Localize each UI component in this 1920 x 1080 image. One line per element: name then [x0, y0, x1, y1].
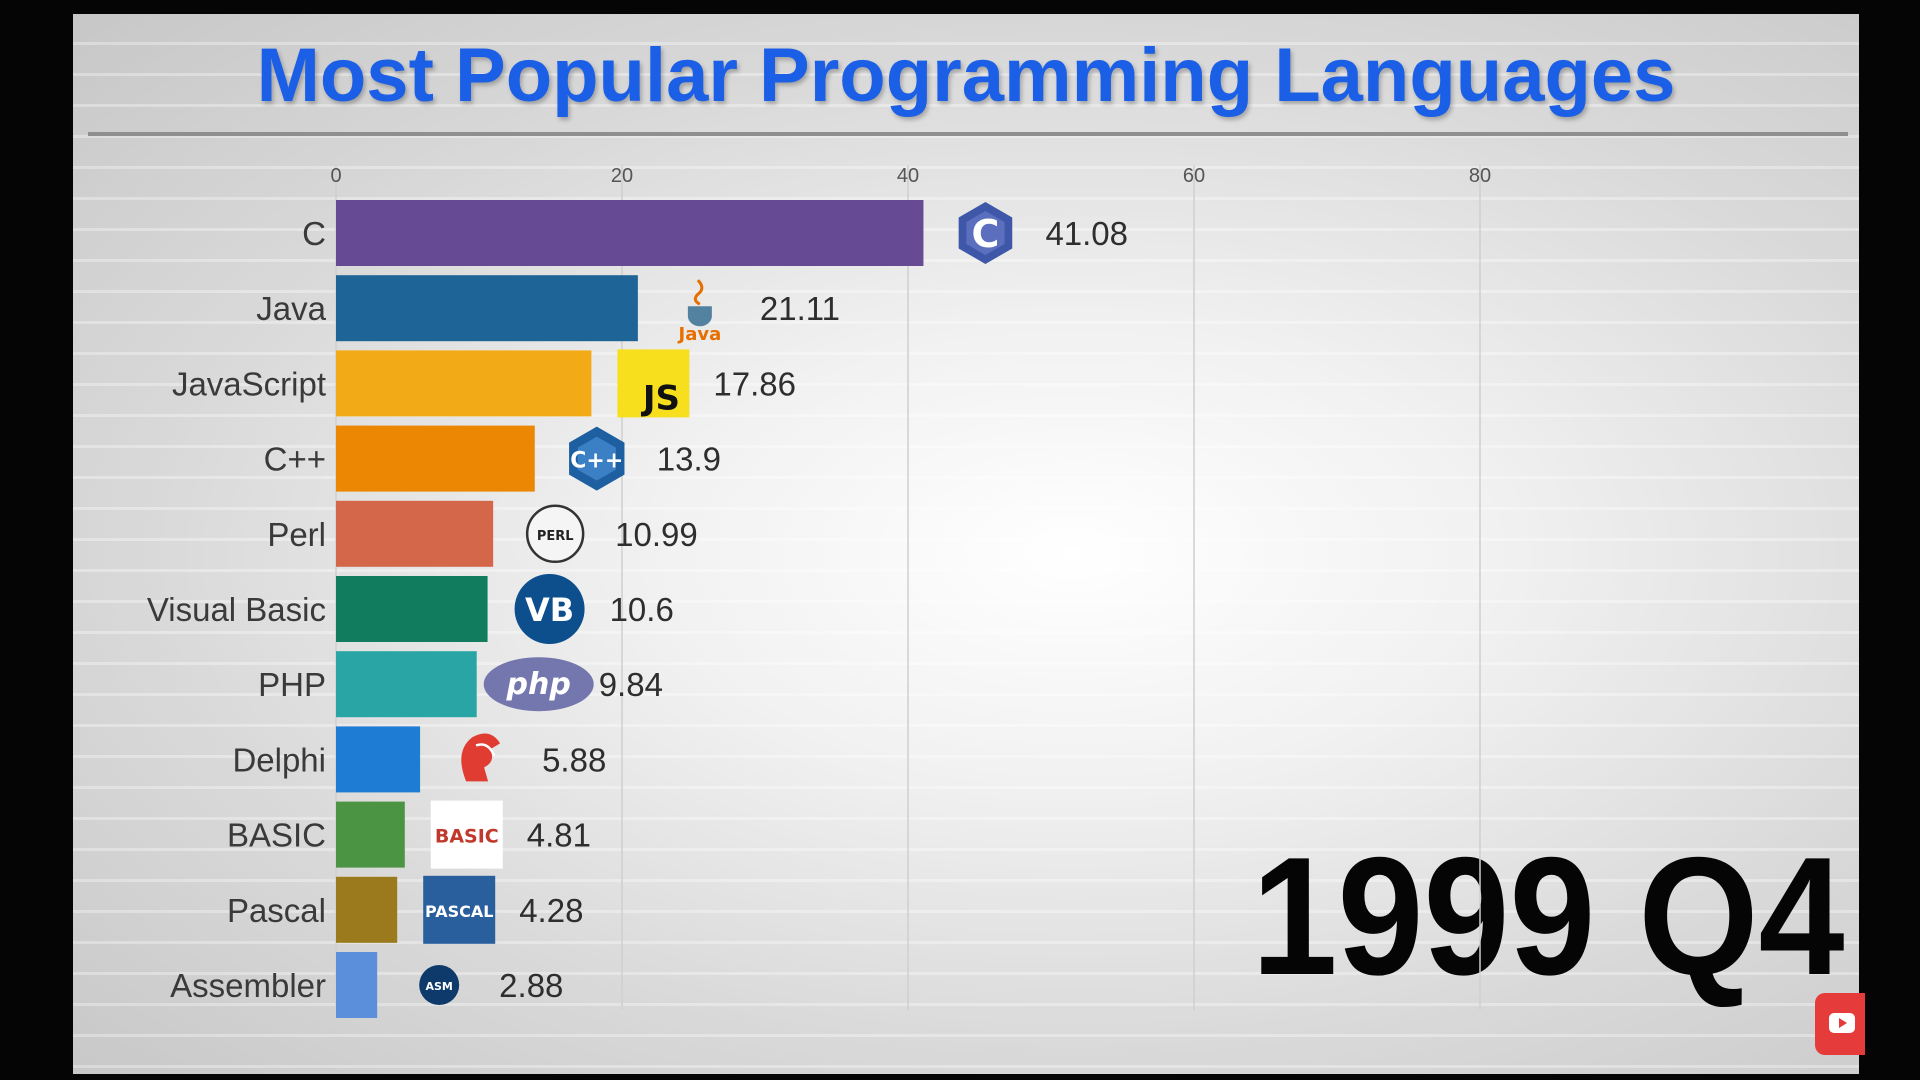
svg-text:PASCAL: PASCAL — [425, 902, 493, 921]
category-label-1: Java — [256, 290, 326, 327]
js-square-icon: JS — [617, 349, 690, 418]
bar-7 — [336, 726, 421, 793]
svg-text:C: C — [971, 212, 999, 256]
x-tick-label-0: 0 — [330, 165, 341, 187]
category-label-3: C++ — [264, 441, 326, 478]
category-label-2: JavaScript — [172, 365, 326, 402]
chart-title: Most Popular Programming Languages — [256, 33, 1676, 118]
bar-5 — [336, 576, 488, 642]
value-label-6: 9.84 — [599, 666, 663, 703]
value-label-5: 10.6 — [610, 591, 674, 628]
chart-frame: Most Popular Programming Languages 1999 … — [73, 14, 1859, 1074]
java-cup-icon: Java — [677, 279, 722, 345]
bar-3 — [336, 425, 535, 492]
value-label-9: 4.28 — [519, 892, 583, 929]
value-label-1: 21.11 — [760, 290, 840, 327]
value-label-7: 5.88 — [542, 741, 606, 778]
svg-text:VB: VB — [525, 591, 574, 629]
perl-onion-icon: PERL — [525, 504, 585, 564]
category-label-9: Pascal — [227, 892, 326, 929]
php-ellipse-icon: php — [483, 657, 594, 712]
cpp-hexagon-icon: C++ — [569, 426, 625, 491]
bar-1 — [336, 275, 638, 342]
category-label-5: Visual Basic — [147, 591, 326, 628]
x-tick-label-2: 40 — [897, 165, 919, 187]
bar-10 — [336, 952, 378, 1018]
bar-9 — [336, 876, 398, 943]
x-tick-label-1: 20 — [611, 165, 633, 187]
title-divider — [88, 132, 1848, 136]
value-label-8: 4.81 — [527, 817, 591, 854]
category-label-0: C — [302, 215, 326, 252]
svg-text:ASM: ASM — [425, 980, 452, 993]
category-label-10: Assembler — [170, 967, 326, 1004]
category-label-6: PHP — [258, 666, 326, 703]
pascal-logo-icon: PASCAL — [423, 875, 496, 944]
svg-text:Java: Java — [677, 324, 722, 345]
period-label: 1999 Q4 — [1252, 822, 1845, 1010]
delphi-helmet-icon — [461, 733, 501, 782]
youtube-play-icon — [1829, 1013, 1855, 1033]
x-tick-label-3: 60 — [1183, 165, 1205, 187]
youtube-button[interactable] — [1815, 993, 1865, 1055]
value-label-3: 13.9 — [657, 441, 721, 478]
bar-2 — [336, 350, 592, 417]
svg-text:PERL: PERL — [537, 529, 574, 544]
category-label-4: Perl — [267, 516, 326, 553]
basic-logo-icon: BASIC — [430, 800, 503, 869]
svg-text:php: php — [506, 667, 571, 702]
value-label-10: 2.88 — [499, 967, 563, 1004]
x-tick-label-4: 80 — [1469, 165, 1491, 187]
c-hexagon-icon: C — [958, 202, 1013, 264]
svg-text:JS: JS — [641, 378, 680, 418]
vb-circle-icon: VB — [514, 574, 585, 644]
bar-0 — [336, 200, 924, 266]
asm-circle-icon: ASM — [419, 965, 460, 1005]
bar-4 — [336, 500, 494, 567]
bar-6 — [336, 651, 477, 718]
value-label-4: 10.99 — [615, 516, 698, 553]
value-label-0: 41.08 — [1045, 215, 1128, 252]
category-label-8: BASIC — [227, 817, 326, 854]
bar-8 — [336, 801, 405, 868]
category-label-7: Delphi — [232, 741, 326, 778]
svg-text:C++: C++ — [570, 449, 623, 474]
value-label-2: 17.86 — [713, 365, 796, 402]
svg-text:BASIC: BASIC — [435, 826, 499, 848]
